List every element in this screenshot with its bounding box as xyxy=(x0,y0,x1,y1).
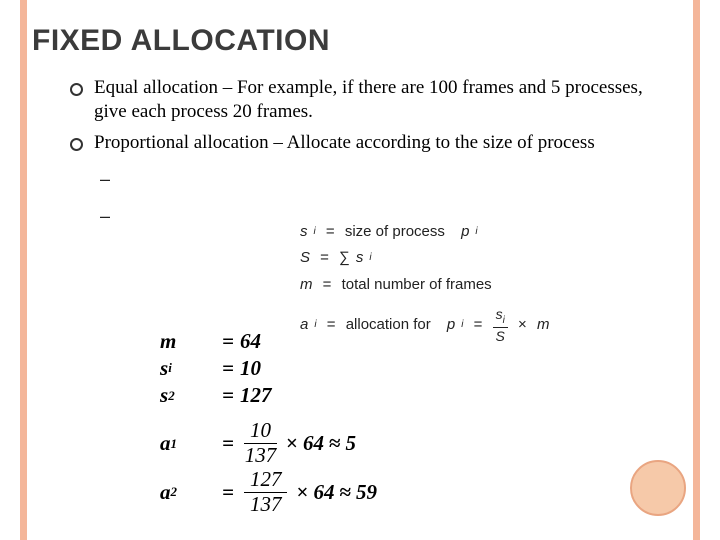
var: p xyxy=(461,220,469,243)
accent-stripe-left xyxy=(20,0,27,540)
ex-m: m=64 xyxy=(160,330,377,353)
sum-symbol: ∑ xyxy=(339,246,350,269)
text: size of process xyxy=(345,220,445,243)
slide-title: FIXED ALLOCATION xyxy=(32,24,706,58)
ex-s2: s2=127 xyxy=(160,384,377,407)
value: 127 xyxy=(240,384,272,407)
var: S xyxy=(300,246,310,269)
worked-example: m=64 si=10 s2=127 a1= 10 137 ×64 ≈5 a2= … xyxy=(160,330,377,519)
bullet-item: Equal allocation – For example, if there… xyxy=(70,76,666,125)
formula-si: si = size of process pi xyxy=(300,220,549,243)
accent-stripe-right xyxy=(693,0,700,540)
ex-a1: a1= 10 137 ×64 ≈5 xyxy=(160,421,377,466)
fraction: 127 137 xyxy=(244,470,288,515)
bullet-list: Equal allocation – For example, if there… xyxy=(70,76,666,155)
value: 10 xyxy=(240,357,261,380)
numerator: 10 xyxy=(244,421,277,444)
bullet-item: Proportional allocation – Allocate accor… xyxy=(70,131,666,155)
value: 5 xyxy=(345,432,356,455)
fraction: 10 137 xyxy=(244,421,277,466)
var: m xyxy=(537,313,550,336)
value: 64 xyxy=(240,330,261,353)
ex-si: si=10 xyxy=(160,357,377,380)
dash-item: – xyxy=(100,169,706,190)
numerator: 127 xyxy=(244,470,288,493)
text: total number of frames xyxy=(342,273,492,296)
denominator: 137 xyxy=(250,493,282,515)
var: s xyxy=(356,246,364,269)
formula-m: m = total number of frames xyxy=(300,273,549,296)
slide: FIXED ALLOCATION Equal allocation – For … xyxy=(0,0,720,540)
value: 64 xyxy=(303,432,324,455)
fraction: si S xyxy=(493,307,508,343)
denominator: 137 xyxy=(245,444,277,466)
ex-a2: a2= 127 137 ×64 ≈59 xyxy=(160,470,377,515)
definition-formulas: si = size of process pi S = ∑si m = tota… xyxy=(300,220,549,346)
value: 64 xyxy=(313,481,334,504)
sub-dashes: – – xyxy=(100,169,706,227)
formula-S: S = ∑si xyxy=(300,246,549,269)
value: 59 xyxy=(356,481,377,504)
decorative-circle xyxy=(630,460,686,516)
slide-body: Equal allocation – For example, if there… xyxy=(70,76,666,155)
